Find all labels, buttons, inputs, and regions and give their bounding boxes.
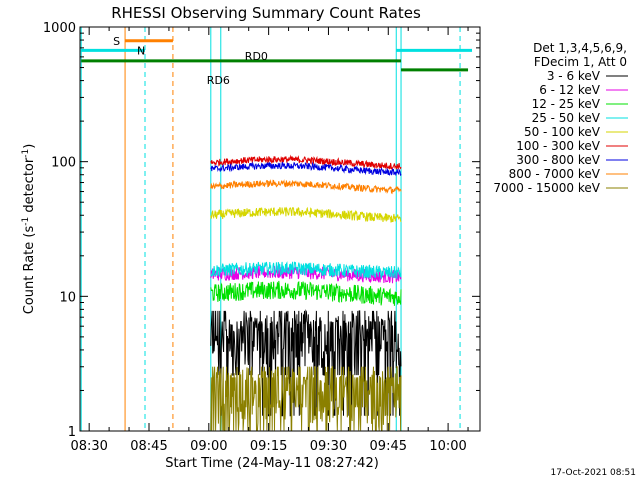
legend-header-line-2: FDecim 1, Att 0 (534, 55, 627, 69)
series-line (210, 309, 402, 417)
x-tick-label: 09:00 (190, 439, 227, 454)
flag-label: S (113, 35, 120, 48)
chart-title: RHESSI Observing Summary Count Rates (111, 4, 421, 22)
y-tick-label: 1000 (43, 21, 76, 36)
footer-timestamp: 17-Oct-2021 08:51 (551, 468, 636, 478)
x-tick-label: 09:30 (310, 439, 347, 454)
legend-label: 3 - 6 keV (547, 69, 601, 83)
series-lines (210, 154, 402, 431)
x-axis-label: Start Time (24-May-11 08:27:42) (165, 456, 379, 471)
flag-bars: S N RD0 RD6 (81, 35, 473, 87)
y-axis-label-sup1: -1 (21, 217, 31, 226)
legend-header-line-1: Det 1,3,4,5,6,9, (533, 41, 627, 55)
flag-label: N (137, 44, 145, 57)
x-tick-label: 09:15 (250, 439, 287, 454)
y-tick-label: 1 (68, 425, 76, 440)
legend-label: 7000 - 15000 keV (493, 181, 600, 195)
x-tick-label: 08:45 (130, 439, 167, 454)
y-axis-label-mid: detector (22, 157, 37, 217)
y-tick-label: 100 (51, 156, 76, 171)
y-axis-label-end: ) (22, 144, 37, 149)
plot-frame (79, 26, 481, 432)
series-line (210, 206, 402, 223)
x-tick-label: 10:00 (429, 439, 466, 454)
series-line (210, 261, 402, 279)
flag-label: RD6 (207, 74, 230, 87)
legend-label: 800 - 7000 keV (509, 167, 601, 181)
series-line (210, 366, 402, 431)
y-axis-label: Count Rate (s-1 detector-1) (21, 144, 37, 315)
y-tick-label: 10 (59, 290, 76, 305)
vertical-markers (80, 27, 461, 431)
y-axis-ticks: 1 10 100 1000 (43, 21, 480, 440)
legend-label: 6 - 12 keV (539, 83, 601, 97)
legend-label: 300 - 800 keV (516, 153, 600, 167)
series-line (210, 179, 402, 195)
flag-label: RD0 (245, 50, 268, 63)
legend-label: 12 - 25 keV (532, 97, 601, 111)
x-axis-ticks: 08:30 08:45 09:00 09:15 09:30 09:45 10:00 (70, 27, 469, 454)
legend-label: 100 - 300 keV (516, 139, 600, 153)
y-axis-label-main: Count Rate (s (22, 226, 37, 315)
series-line (210, 154, 402, 171)
legend: Det 1,3,4,5,6,9, FDecim 1, Att 0 3 - 6 k… (493, 41, 628, 195)
x-tick-label: 09:45 (370, 439, 407, 454)
x-tick-label: 08:30 (70, 439, 107, 454)
series-line (210, 161, 402, 176)
y-axis-label-sup2: -1 (21, 149, 31, 158)
legend-label: 25 - 50 keV (532, 111, 601, 125)
legend-label: 50 - 100 keV (524, 125, 601, 139)
series-line (210, 280, 402, 306)
